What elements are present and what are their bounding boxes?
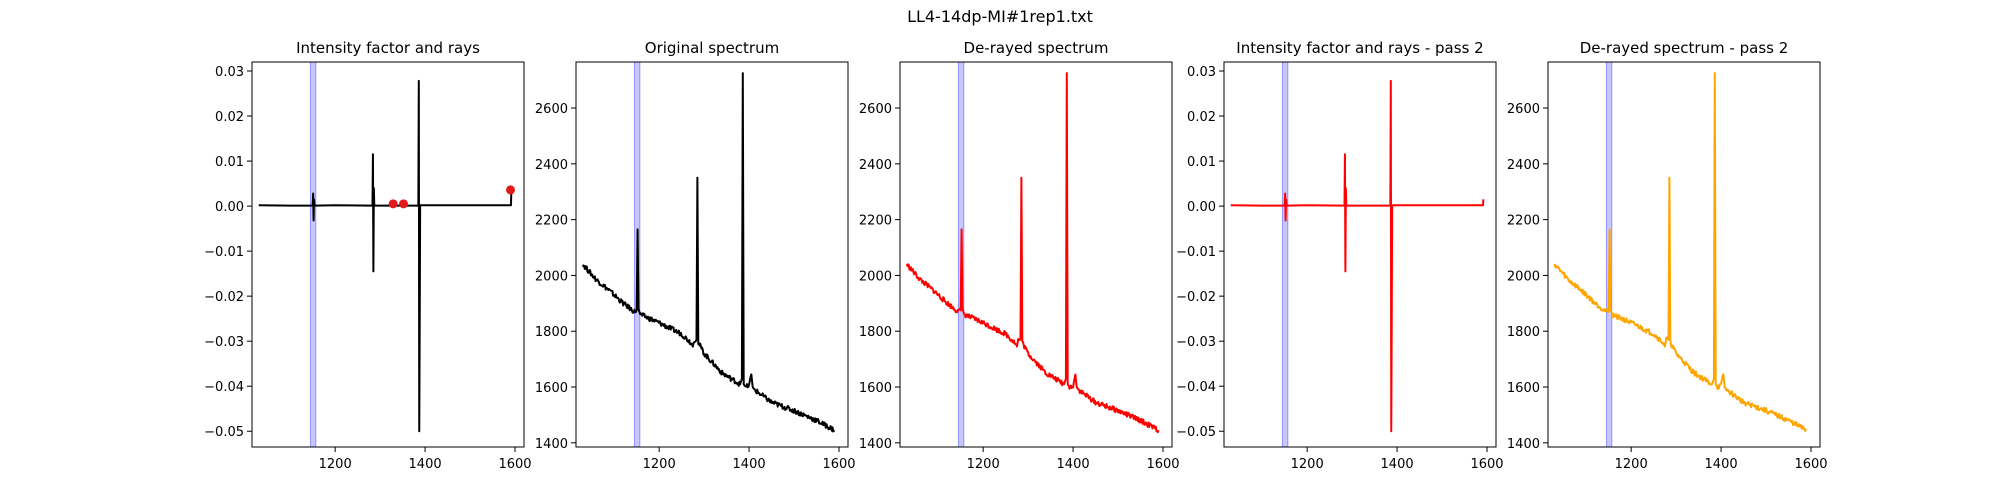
y-tick-label: −0.01 xyxy=(1176,245,1216,260)
x-tick-label: 1600 xyxy=(1470,457,1503,472)
x-tick-label: 1600 xyxy=(498,457,531,472)
y-tick-label: 1600 xyxy=(535,381,568,396)
y-tick-label: 0.02 xyxy=(1187,110,1216,125)
plot-frame xyxy=(575,61,849,448)
plot-frame xyxy=(1223,61,1497,448)
y-tick-label: −0.03 xyxy=(1176,335,1216,350)
chart-title: De-rayed spectrum xyxy=(964,39,1109,57)
y-tick-label: 2600 xyxy=(859,102,892,117)
x-tick-label: 1200 xyxy=(1291,457,1324,472)
chart-panel-2: 1200 1400 1600 1400 1600 1800 2000 2200 2400 2600… xyxy=(535,39,856,472)
y-tick-label: −0.04 xyxy=(1176,380,1216,395)
highlight-band xyxy=(1281,61,1289,448)
y-tick-label: 0.02 xyxy=(215,110,244,125)
x-tick-label: 1400 xyxy=(1705,457,1738,472)
y-tick-label: 0.03 xyxy=(1187,65,1216,80)
y-tick-label: −0.02 xyxy=(1176,290,1216,305)
x-tick-label: 1200 xyxy=(319,457,352,472)
x-tick-label: 1400 xyxy=(409,457,442,472)
y-tick-label: 2600 xyxy=(535,102,568,117)
y-tick-label: 1400 xyxy=(1507,437,1540,452)
chart-title: Intensity factor and rays - pass 2 xyxy=(1236,39,1483,57)
y-tick-label: 2400 xyxy=(1507,158,1540,173)
x-tick-label: 1200 xyxy=(1615,457,1648,472)
x-tick-label: 1200 xyxy=(643,457,676,472)
chart-panel-4: 1200 1400 1600 −0.05 −0.04 −0.03 −0.02 −0.01 0.0… xyxy=(1176,39,1503,472)
series-line xyxy=(1553,72,1807,432)
y-tick-label: −0.02 xyxy=(204,290,244,305)
y-tick-label: 2200 xyxy=(1507,214,1540,229)
chart-panel-3: 1200 1400 1600 1400 1600 1800 2000 2200 2400 2600… xyxy=(859,39,1180,472)
y-tick-label: −0.05 xyxy=(1176,425,1216,440)
y-tick-label: 1400 xyxy=(535,437,568,452)
y-tick-label: 2400 xyxy=(535,158,568,173)
y-tick-label: 2200 xyxy=(535,214,568,229)
y-tick-label: −0.05 xyxy=(204,425,244,440)
chart-panel-5: 1200 1400 1600 1400 1600 1800 2000 2200 2400 2600… xyxy=(1507,39,1828,472)
y-tick-label: 1600 xyxy=(859,381,892,396)
y-tick-label: 1800 xyxy=(859,325,892,340)
plot-frame xyxy=(899,61,1173,448)
y-tick-label: 2000 xyxy=(1507,269,1540,284)
ray-marker xyxy=(388,199,398,209)
x-tick-label: 1200 xyxy=(967,457,1000,472)
series-line xyxy=(258,79,513,433)
series-line xyxy=(905,72,1160,434)
y-tick-label: 2000 xyxy=(859,269,892,284)
chart-title: De-rayed spectrum - pass 2 xyxy=(1580,39,1789,57)
y-tick-label: 2200 xyxy=(859,214,892,229)
y-tick-label: 2400 xyxy=(859,158,892,173)
figure-title: LL4-14dp-MI#1rep1.txt xyxy=(907,7,1093,26)
y-tick-label: 0.00 xyxy=(1187,200,1216,215)
y-tick-label: 1400 xyxy=(859,437,892,452)
series-line xyxy=(581,72,836,433)
highlight-band xyxy=(309,61,317,448)
y-tick-label: 0.03 xyxy=(215,65,244,80)
plot-frame xyxy=(251,61,525,448)
ray-marker xyxy=(506,185,516,195)
y-tick-label: 2000 xyxy=(535,269,568,284)
y-tick-label: 2600 xyxy=(1507,102,1540,117)
y-tick-label: −0.01 xyxy=(204,245,244,260)
y-tick-label: 0.01 xyxy=(215,155,244,170)
series-line xyxy=(1230,79,1485,433)
x-tick-label: 1400 xyxy=(733,457,766,472)
x-tick-label: 1400 xyxy=(1057,457,1090,472)
x-tick-label: 1600 xyxy=(822,457,855,472)
y-tick-label: 1600 xyxy=(1507,381,1540,396)
y-tick-label: 0.01 xyxy=(1187,155,1216,170)
ray-marker xyxy=(399,199,409,209)
x-tick-label: 1400 xyxy=(1381,457,1414,472)
chart-panel-1: 1200 1400 1600 −0.05 −0.04 −0.03 −0.02 −0.01 0.0… xyxy=(204,39,531,472)
y-tick-label: 0.00 xyxy=(215,200,244,215)
x-tick-label: 1600 xyxy=(1794,457,1827,472)
y-tick-label: −0.04 xyxy=(204,380,244,395)
y-tick-label: −0.03 xyxy=(204,335,244,350)
chart-title: Intensity factor and rays xyxy=(296,39,480,57)
chart-title: Original spectrum xyxy=(645,39,779,57)
y-tick-label: 1800 xyxy=(535,325,568,340)
plot-frame xyxy=(1547,61,1821,448)
y-tick-label: 1800 xyxy=(1507,325,1540,340)
x-tick-label: 1600 xyxy=(1146,457,1179,472)
